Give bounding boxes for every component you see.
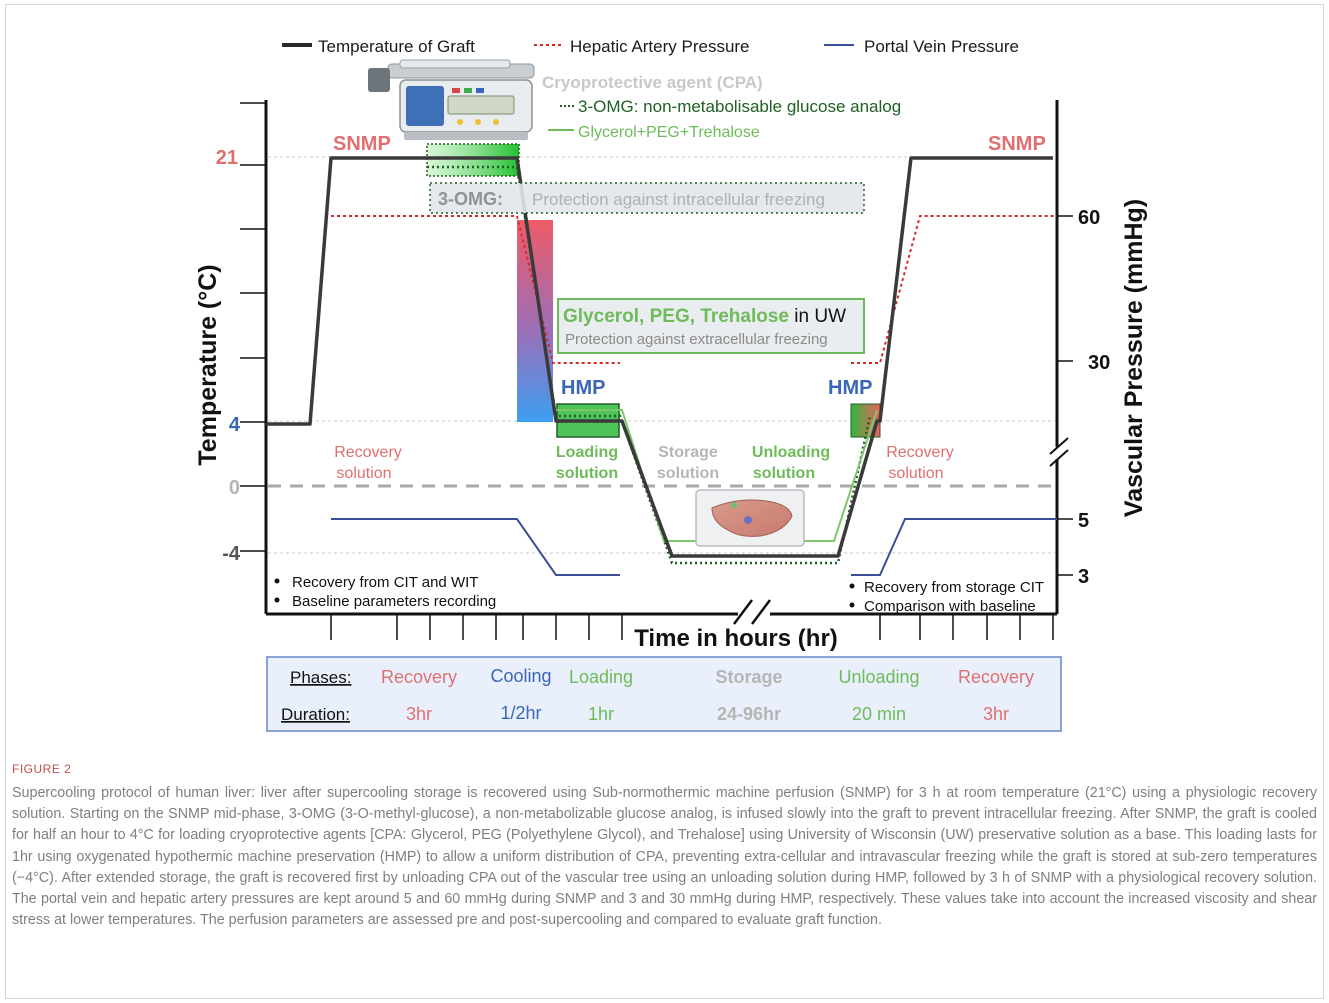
recovery-left-line1: Recovery xyxy=(334,444,402,461)
x-axis: Time in hours (hr) xyxy=(266,599,1057,652)
snmp-left-label: SNMP xyxy=(333,133,391,155)
phase-recovery-2: Recovery xyxy=(958,667,1034,687)
phases-table: Phases: Duration: Recovery Cooling Loadi… xyxy=(266,656,1062,732)
omg-protection-box xyxy=(429,182,865,214)
note-left-2: Baseline parameters recording xyxy=(292,593,496,610)
right-tick-5: 5 xyxy=(1078,510,1089,532)
duration-recovery-1: 3hr xyxy=(406,704,432,724)
duration-unloading: 20 min xyxy=(852,704,906,724)
artery-pressure-left xyxy=(331,215,620,364)
notes-left: Recovery from CIT and WIT Baseline param… xyxy=(274,574,496,610)
left-axis-label: Temperature (°C) xyxy=(194,264,222,465)
left-tick-4: 4 xyxy=(229,414,241,436)
legend-portal-label: Portal Vein Pressure xyxy=(864,37,1019,56)
legend-artery-label: Hepatic Artery Pressure xyxy=(570,37,750,56)
left-tick-0: 0 xyxy=(229,477,240,499)
phase-storage: Storage xyxy=(715,667,782,687)
portal-pressure-right xyxy=(851,518,1057,576)
omg-infusion-box xyxy=(426,143,520,177)
legend-graft-label: Temperature of Graft xyxy=(318,37,475,56)
phase-cooling: Cooling xyxy=(490,666,551,686)
gpt-concentration-line xyxy=(556,409,878,542)
cpa-omg-label: 3-OMG: non-metabolisable glucose analog xyxy=(578,97,901,116)
right-axis-label: Vascular Pressure (mmHg) xyxy=(1120,199,1148,517)
snmp-right-label: SNMP xyxy=(988,133,1046,155)
x-axis-label: Time in hours (hr) xyxy=(634,625,838,652)
omg-protection-tag: 3-OMG: xyxy=(438,189,503,209)
hmp-right-label: HMP xyxy=(828,377,872,399)
gpt-protection-heading: Glycerol, PEG, Trehalose in UW xyxy=(563,306,846,327)
loading-line1: Loading xyxy=(556,444,618,461)
protocol-diagram: Temperature of Graft Hepatic Artery Pres… xyxy=(194,37,1148,732)
hmp-left-label: HMP xyxy=(561,377,605,399)
unloading-line2: solution xyxy=(753,465,815,482)
recovery-right-line1: Recovery xyxy=(886,444,954,461)
phase-unloading: Unloading xyxy=(838,667,919,687)
note-right-2: Comparison with baseline xyxy=(864,598,1036,615)
caption-text: Supercooling protocol of human liver: li… xyxy=(12,785,1317,929)
right-tick-60: 60 xyxy=(1078,207,1100,229)
duration-recovery-2: 3hr xyxy=(983,704,1009,724)
legend: Temperature of Graft Hepatic Artery Pres… xyxy=(282,37,1019,56)
left-tick-21: 21 xyxy=(216,147,238,169)
duration-storage: 24-96hr xyxy=(717,704,781,724)
cpa-title: Cryoprotective agent (CPA) xyxy=(542,73,763,92)
artery-pressure-right xyxy=(851,215,1057,364)
storage-line2: solution xyxy=(657,465,719,482)
duration-cooling: 1/2hr xyxy=(500,703,541,723)
duration-loading: 1hr xyxy=(588,704,614,724)
phases-row-label: Phases: xyxy=(290,668,351,687)
unloading-line1: Unloading xyxy=(752,444,830,461)
gpt-protection-box xyxy=(557,298,865,354)
recovery-right-line2: solution xyxy=(888,465,943,482)
omg-protection-text: Protection against intracellular freezin… xyxy=(532,190,825,209)
notes-right: Recovery from storage CIT Comparison wit… xyxy=(849,579,1044,615)
liver-storage-icon xyxy=(695,489,805,547)
phase-loading: Loading xyxy=(569,667,633,687)
portal-pressure-left xyxy=(331,518,620,576)
right-tick-30: 30 xyxy=(1088,352,1110,374)
gpt-protection-text: Protection against extracellular freezin… xyxy=(565,331,828,348)
graft-temperature-line xyxy=(266,156,1053,558)
cooling-gradient-band xyxy=(517,220,553,422)
figure-frame xyxy=(5,4,1324,999)
storage-line1: Storage xyxy=(658,444,718,461)
left-axis: 21 4 0 -4 Temperature (°C) xyxy=(194,100,268,614)
cpa-gpt-label: Glycerol+PEG+Trehalose xyxy=(578,124,760,141)
loading-line2: solution xyxy=(556,465,618,482)
right-tick-3: 3 xyxy=(1078,566,1089,588)
perfusion-pump-icon xyxy=(368,59,535,140)
left-tick-minus4: -4 xyxy=(222,543,241,565)
duration-row-label: Duration: xyxy=(281,705,350,724)
note-right-1: Recovery from storage CIT xyxy=(864,579,1044,596)
note-left-1: Recovery from CIT and WIT xyxy=(292,574,478,591)
phase-recovery-1: Recovery xyxy=(381,667,457,687)
figure-label: FIGURE 2 xyxy=(12,762,72,776)
recovery-left-line2: solution xyxy=(336,465,391,482)
figure-caption: FIGURE 2 Supercooling protocol of human … xyxy=(12,762,1317,931)
right-axis: 60 30 5 3 Vascular Pressure (mmHg) xyxy=(1048,100,1148,614)
